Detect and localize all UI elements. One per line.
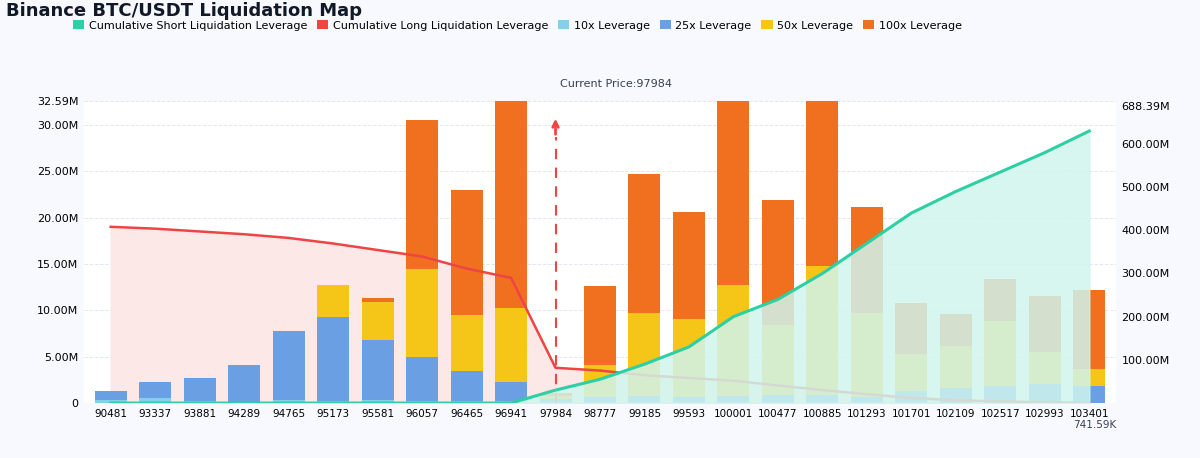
Bar — [984, 279, 1016, 321]
Bar — [895, 354, 928, 391]
Legend: Cumulative Short Liquidation Leverage, Cumulative Long Liquidation Leverage, 10x: Cumulative Short Liquidation Leverage, C… — [68, 16, 966, 35]
Bar — [629, 402, 660, 403]
Bar — [806, 395, 839, 402]
Bar — [629, 174, 660, 313]
Bar — [673, 319, 704, 398]
Bar — [450, 190, 482, 316]
Bar — [540, 402, 571, 403]
Bar — [139, 382, 172, 398]
Bar — [984, 386, 1016, 403]
Bar — [317, 285, 349, 317]
Bar — [1073, 369, 1105, 386]
Bar — [317, 401, 349, 403]
Bar — [540, 396, 571, 399]
Bar — [762, 395, 794, 402]
Bar — [940, 346, 972, 388]
Text: Binance BTC/USDT Liquidation Map: Binance BTC/USDT Liquidation Map — [6, 2, 362, 20]
Bar — [673, 398, 704, 402]
Bar — [718, 29, 750, 284]
Bar — [228, 402, 260, 403]
Bar — [272, 400, 305, 403]
Bar — [228, 365, 260, 402]
Bar — [806, 266, 839, 395]
Bar — [718, 396, 750, 402]
Bar — [450, 316, 482, 371]
Text: Current Price:97984: Current Price:97984 — [560, 79, 672, 89]
Bar — [317, 317, 349, 401]
Bar — [584, 398, 616, 402]
Bar — [851, 207, 883, 313]
Bar — [184, 378, 216, 401]
Bar — [496, 39, 527, 308]
Bar — [673, 212, 704, 319]
Bar — [673, 402, 704, 403]
Bar — [629, 313, 660, 396]
Bar — [940, 314, 972, 346]
Bar — [361, 298, 394, 302]
Bar — [450, 401, 482, 403]
Bar — [496, 382, 527, 401]
Bar — [406, 268, 438, 357]
Bar — [984, 321, 1016, 386]
Bar — [762, 325, 794, 395]
Bar — [895, 303, 928, 354]
Bar — [450, 371, 482, 401]
Bar — [139, 398, 172, 403]
Text: 741.59K: 741.59K — [1073, 420, 1116, 430]
Bar — [806, 402, 839, 403]
Bar — [95, 391, 127, 400]
Bar — [1073, 386, 1105, 403]
Bar — [762, 200, 794, 325]
Bar — [895, 391, 928, 403]
Bar — [496, 401, 527, 403]
Bar — [361, 339, 394, 400]
Bar — [406, 401, 438, 403]
Bar — [540, 393, 571, 396]
Bar — [584, 365, 616, 398]
Bar — [629, 396, 660, 402]
Bar — [851, 402, 883, 403]
Bar — [1028, 352, 1061, 384]
Bar — [718, 284, 750, 396]
Bar — [806, 43, 839, 266]
Bar — [851, 397, 883, 402]
Bar — [272, 331, 305, 400]
Bar — [95, 400, 127, 403]
Bar — [718, 402, 750, 403]
Bar — [496, 308, 527, 382]
Bar — [406, 357, 438, 401]
Bar — [361, 400, 394, 403]
Bar — [540, 399, 571, 402]
Bar — [406, 120, 438, 268]
Bar — [584, 402, 616, 403]
Bar — [851, 313, 883, 397]
Bar — [1028, 296, 1061, 352]
Bar — [361, 302, 394, 339]
Bar — [584, 286, 616, 365]
Bar — [762, 402, 794, 403]
Bar — [1073, 290, 1105, 369]
Bar — [940, 388, 972, 403]
Bar — [1028, 384, 1061, 403]
Bar — [184, 401, 216, 403]
